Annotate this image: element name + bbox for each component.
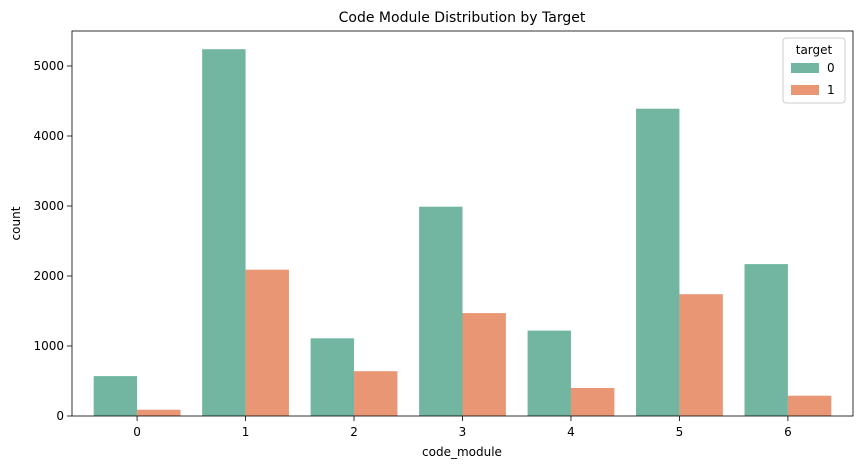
bar-target-1-module-5 <box>679 294 723 416</box>
x-tick-label: 4 <box>567 425 575 439</box>
bar-target-1-module-1 <box>245 269 289 416</box>
x-tick-label: 3 <box>459 425 467 439</box>
bar-target-1-module-4 <box>570 388 615 416</box>
bar-target-0-module-6 <box>744 264 788 416</box>
bar-target-1-module-3 <box>462 313 506 416</box>
bar-target-0-module-2 <box>310 338 355 416</box>
legend-swatch-target-0 <box>791 63 819 73</box>
bar-target-1-module-0 <box>137 409 181 416</box>
x-axis-label: code_module <box>422 445 502 459</box>
y-tick-label: 2000 <box>33 269 64 283</box>
bar-target-0-module-5 <box>636 108 680 416</box>
bar-target-1-module-2 <box>354 371 398 416</box>
y-axis-label: count <box>9 206 23 240</box>
x-tick-label: 1 <box>242 425 250 439</box>
legend: target 0 1 <box>782 37 846 104</box>
x-tick-label: 0 <box>133 425 141 439</box>
legend-label-target-1: 1 <box>827 83 835 97</box>
plot-frame <box>71 30 854 417</box>
chart-title: Code Module Distribution by Target <box>339 10 586 26</box>
x-tick-label: 5 <box>676 425 684 439</box>
legend-title: target <box>796 43 833 57</box>
y-axis: 0 1000 2000 3000 4000 5000 <box>33 59 72 423</box>
bar-target-0-module-1 <box>202 49 246 416</box>
bar-target-0-module-0 <box>93 376 138 416</box>
bar-target-0-module-3 <box>419 206 463 416</box>
bar-target-1-module-6 <box>787 395 832 416</box>
legend-label-target-0: 0 <box>827 61 835 75</box>
y-tick-label: 4000 <box>33 129 64 143</box>
y-tick-label: 0 <box>56 409 64 423</box>
bars-group <box>93 49 832 416</box>
y-tick-label: 3000 <box>33 199 64 213</box>
x-tick-label: 6 <box>784 425 792 439</box>
y-tick-label: 5000 <box>33 59 64 73</box>
x-tick-label: 2 <box>350 425 358 439</box>
x-axis: 0 1 2 3 4 5 6 <box>133 416 792 439</box>
legend-swatch-target-1 <box>791 85 819 95</box>
y-tick-label: 1000 <box>33 339 64 353</box>
bar-target-0-module-4 <box>527 330 571 416</box>
